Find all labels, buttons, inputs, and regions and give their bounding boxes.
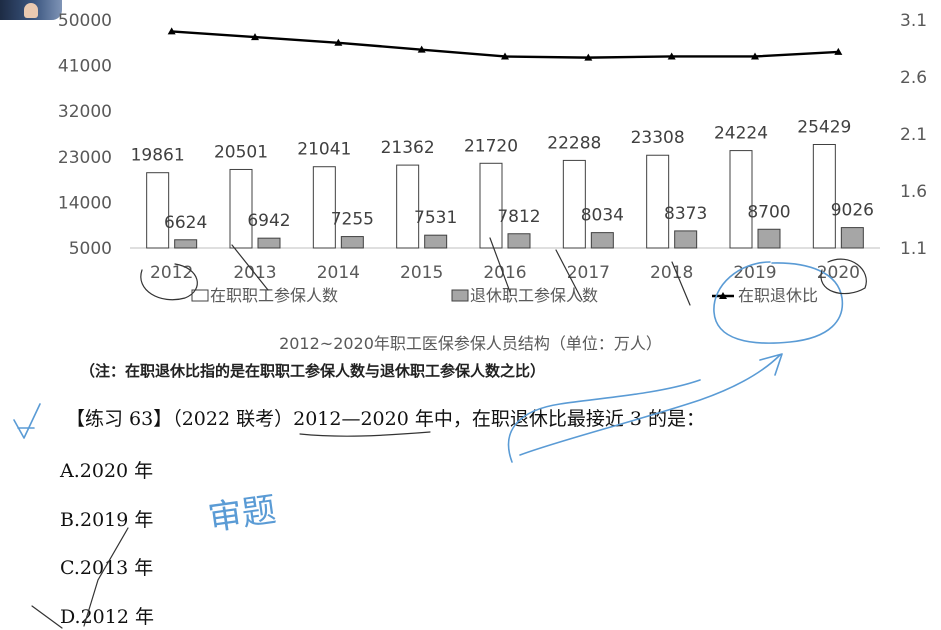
left-axis-tick: 14000 [58, 193, 112, 213]
annotation-check-icon [13, 403, 41, 439]
x-axis-tick: 2014 [317, 263, 360, 283]
bar-active-insured [729, 150, 753, 249]
ratio-point-marker [501, 52, 509, 60]
data-label-active-insured: 22288 [547, 133, 601, 153]
bar-retired-insured [840, 227, 864, 249]
annotation-underline [299, 431, 431, 437]
legend-swatch [451, 289, 469, 302]
legend-label: 退休职工参保人数 [470, 286, 598, 305]
bar-retired-insured [757, 228, 781, 249]
right-axis-tick: 3.1 [900, 11, 927, 31]
question-text: 【练习 63】（2022 联考）2012—2020 年中，在职退休比最接近 3 … [66, 408, 706, 430]
ratio-point-marker [667, 52, 676, 60]
ratio-point-marker [834, 47, 843, 55]
annotation-stroke-option-d [31, 605, 63, 629]
face-icon [24, 3, 38, 18]
data-label-active-insured: 23308 [631, 128, 685, 148]
ratio-line-series [167, 27, 843, 61]
left-axis-tick: 50000 [58, 11, 112, 31]
data-label-retired-insured: 6942 [247, 211, 290, 231]
presenter-avatar [0, 0, 62, 20]
data-label-retired-insured: 7812 [497, 207, 540, 227]
ratio-point-marker [584, 53, 593, 61]
bar-active-insured [479, 162, 503, 249]
data-label-retired-insured: 8034 [581, 206, 624, 226]
bar-retired-insured [507, 233, 531, 249]
annotation-shenti-text: 审题 [206, 490, 279, 539]
data-label-active-insured: 21362 [381, 138, 435, 158]
right-axis-tick: 2.1 [900, 125, 927, 145]
right-axis-tick: 1.6 [900, 182, 927, 202]
chart-note: （注：在职退休比指的是在职职工参保人数与退休职工参保人数之比） [80, 362, 546, 380]
data-label-retired-insured: 6624 [164, 213, 207, 233]
x-axis-tick: 2013 [233, 263, 276, 283]
legend-label: 在职退休比 [738, 286, 818, 305]
option-a[interactable]: A.2020 年 [60, 460, 154, 482]
x-axis-tick: 2020 [817, 263, 860, 283]
chart: 5000 14000 23000 32000 41000 50000 1.1 1.6 2.1 2.… [58, 11, 927, 305]
x-axis-tick: 2015 [400, 263, 443, 283]
option-c[interactable]: C.2013 年 [60, 557, 154, 579]
x-axis-tick: 2017 [567, 263, 610, 283]
legend: 在职职工参保人数 退休职工参保人数 在职退休比 [191, 286, 818, 305]
data-label-active-insured: 19861 [131, 146, 185, 166]
ratio-point-marker [417, 45, 426, 53]
chart-title: 2012~2020年职工医保参保人员结构（单位：万人） [279, 334, 662, 353]
bar-active-insured [229, 168, 253, 249]
bar-retired-insured [257, 237, 281, 249]
left-axis-tick: 41000 [58, 57, 112, 77]
right-axis-tick: 2.6 [900, 68, 927, 88]
left-axis-tick: 5000 [69, 239, 112, 259]
right-axis-tick: 1.1 [900, 239, 927, 259]
ratio-point-marker [167, 27, 176, 35]
legend-swatch [191, 289, 209, 302]
bar-active-insured [396, 164, 420, 249]
ratio-point-marker [751, 52, 759, 60]
ratio-point-marker [334, 38, 343, 46]
bar-active-insured [312, 166, 336, 249]
data-label-active-insured: 21720 [464, 136, 518, 156]
bar-active-insured [646, 154, 670, 249]
data-label-retired-insured: 8373 [664, 204, 707, 224]
data-label-active-insured: 24224 [714, 124, 768, 144]
left-axis-tick: 23000 [58, 148, 112, 168]
data-label-retired-insured: 9026 [831, 201, 874, 221]
option-d[interactable]: D.2012 年 [60, 606, 154, 628]
bar-retired-insured [174, 239, 198, 249]
left-axis-tick: 32000 [58, 102, 112, 122]
bar-retired-insured [674, 230, 698, 249]
legend-label: 在职职工参保人数 [210, 286, 338, 305]
bar-series: 19861 6624 20501 6942 21041 7255 21362 7531 2172… [131, 117, 874, 249]
bar-retired-insured [590, 232, 614, 249]
data-label-retired-insured: 7531 [414, 208, 457, 228]
x-axis-tick: 2016 [483, 263, 526, 283]
ratio-point-marker [251, 33, 259, 41]
data-label-active-insured: 21041 [297, 140, 351, 160]
x-axis-tick: 2012 [150, 263, 193, 283]
data-label-retired-insured: 7255 [331, 210, 374, 230]
data-label-active-insured: 25429 [797, 117, 851, 137]
bar-active-insured [562, 159, 586, 249]
x-axis-tick: 2018 [650, 263, 693, 283]
bar-active-insured [812, 143, 836, 249]
option-b[interactable]: B.2019 年 [60, 509, 154, 531]
data-label-active-insured: 20501 [214, 142, 268, 162]
data-label-retired-insured: 8700 [747, 202, 790, 222]
x-axis-tick: 2019 [733, 263, 776, 283]
bar-active-insured [146, 172, 170, 249]
bar-retired-insured [340, 236, 364, 249]
bar-retired-insured [424, 234, 448, 249]
